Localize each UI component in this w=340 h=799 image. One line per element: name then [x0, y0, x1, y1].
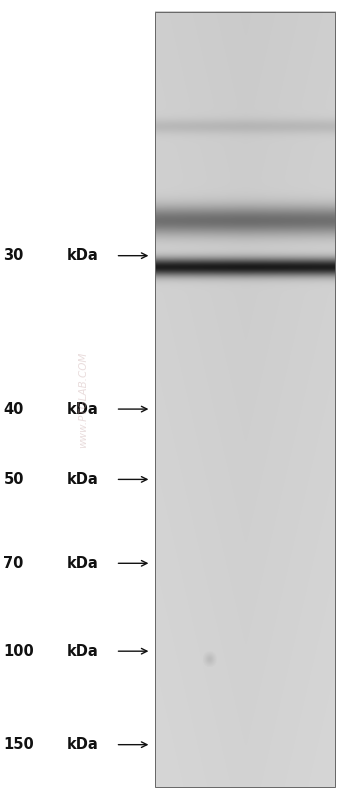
- Text: www.PTGLAB.COM: www.PTGLAB.COM: [78, 352, 88, 447]
- Text: kDa: kDa: [66, 472, 98, 487]
- Text: 40: 40: [3, 402, 24, 416]
- Text: 100: 100: [3, 644, 34, 658]
- Text: 50: 50: [3, 472, 24, 487]
- Text: 150: 150: [3, 737, 34, 752]
- Bar: [155, 12, 335, 787]
- Text: kDa: kDa: [66, 556, 98, 570]
- Text: kDa: kDa: [66, 644, 98, 658]
- Text: kDa: kDa: [66, 248, 98, 263]
- Text: 70: 70: [3, 556, 24, 570]
- Text: kDa: kDa: [66, 737, 98, 752]
- Text: kDa: kDa: [66, 402, 98, 416]
- Text: 30: 30: [3, 248, 24, 263]
